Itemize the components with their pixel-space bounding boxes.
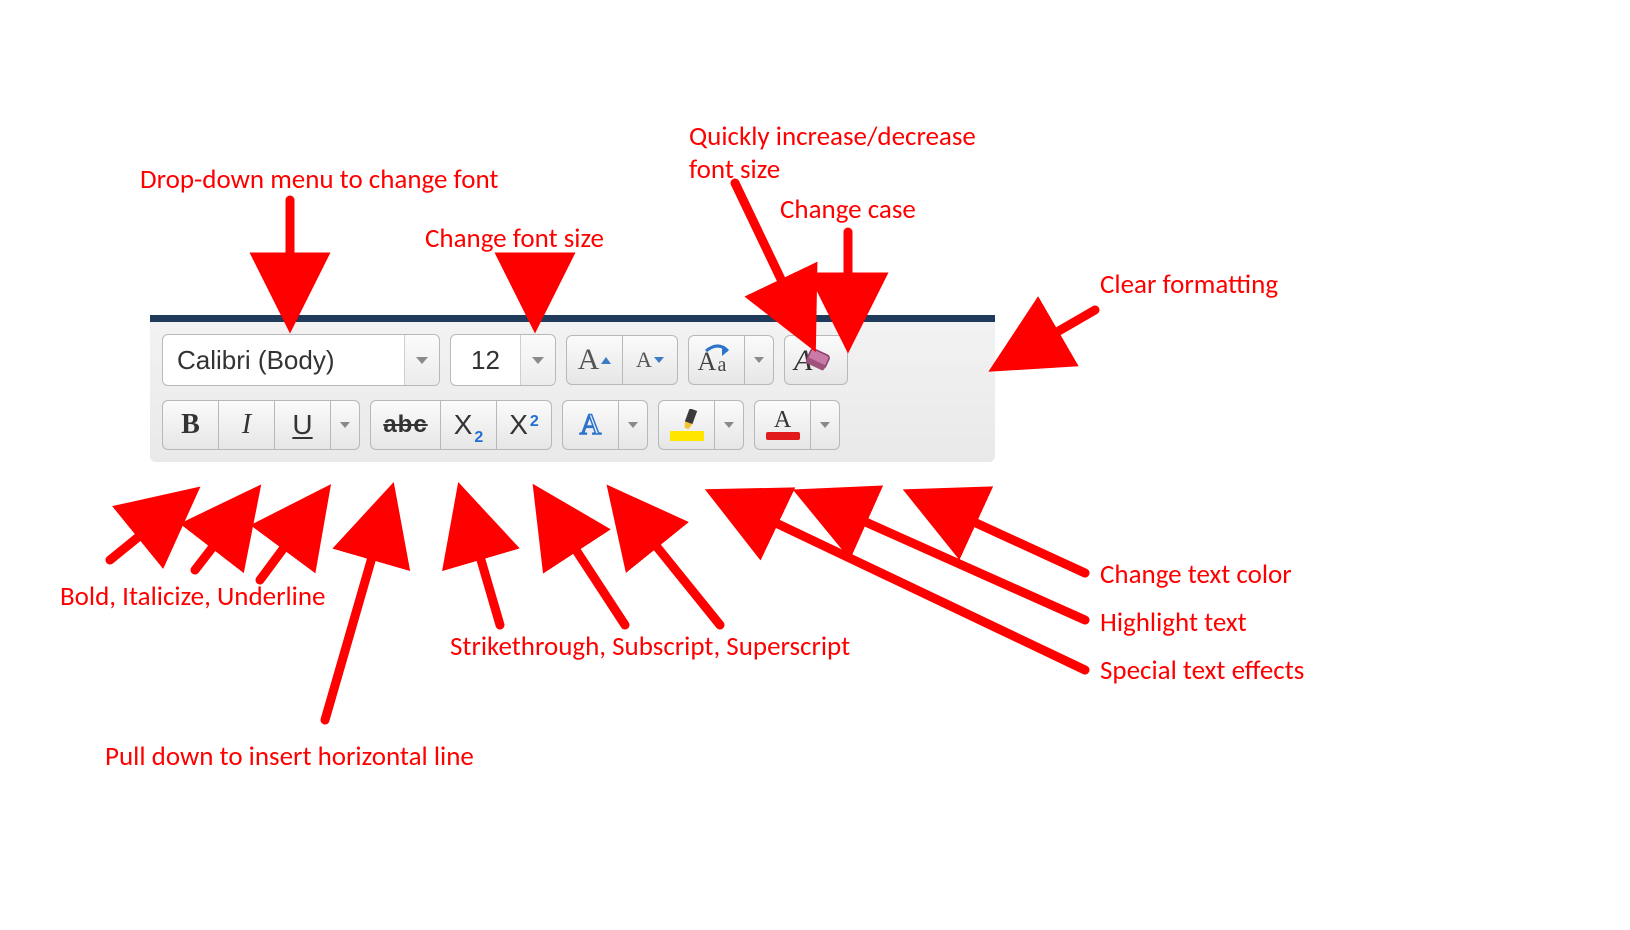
chevron-down-icon [416,357,428,364]
biu-group: B I U [162,400,360,450]
highlight-group [658,400,744,450]
strikethrough-button[interactable]: abc [370,400,440,450]
font-size-dropdown[interactable] [520,335,555,385]
label-hr: Pull down to insert horizontal line [105,740,474,774]
font-toolbar: Calibri (Body) 12 A A [150,315,995,462]
label-highlight: Highlight text [1100,606,1247,640]
label-sss: Strikethrough, Subscript, Superscript [450,630,850,664]
font-size-combo[interactable]: 12 [450,334,556,386]
label-change-case: Change case [780,193,916,227]
label-grow-shrink-l2: font size [689,153,780,187]
text-effects-group: A [562,400,648,450]
label-font-dropdown: Drop-down menu to change font [140,163,498,197]
superscript-icon: X2 [509,411,539,439]
italic-icon: I [242,411,251,439]
font-color-dropdown[interactable] [810,400,840,450]
highlight-button[interactable] [658,400,714,450]
chevron-down-icon [532,357,544,364]
label-text-color: Change text color [1100,558,1292,592]
grow-font-button[interactable]: A [566,335,622,385]
chevron-down-icon [628,422,638,428]
underline-icon: U [292,411,312,439]
label-grow-shrink-l1: Quickly increase/decrease [689,120,976,154]
change-case-group: Aa [688,335,774,385]
text-effects-dropdown[interactable] [618,400,648,450]
subscript-button[interactable]: X2 [440,400,496,450]
change-case-button[interactable]: Aa [688,335,744,385]
grow-font-icon: A [578,343,612,377]
chevron-down-icon [820,422,830,428]
subscript-icon: X2 [454,411,484,439]
chevron-down-icon [754,357,764,363]
text-effects-button[interactable]: A [562,400,618,450]
highlight-icon [670,409,704,441]
highlight-swatch [670,431,704,441]
diagram-stage: Calibri (Body) 12 A A [0,0,1630,930]
label-effects: Special text effects [1100,654,1304,688]
clear-formatting-icon: A [794,342,838,378]
strike-sub-sup-group: abc X2 X2 [370,400,552,450]
font-color-icon: A [766,408,800,442]
shrink-font-button[interactable]: A [622,335,678,385]
shrink-font-icon: A [636,347,664,373]
text-effects-icon: A [580,408,602,442]
grow-shrink-group: A A [566,335,678,385]
underline-dropdown[interactable] [330,400,360,450]
font-name-value: Calibri (Body) [163,335,404,385]
highlight-dropdown[interactable] [714,400,744,450]
chevron-down-icon [724,422,734,428]
label-clear-fmt: Clear formatting [1100,268,1278,302]
label-biu: Bold, Italicize, Underline [60,580,326,614]
bold-button[interactable]: B [162,400,218,450]
clear-formatting-button[interactable]: A [784,335,848,385]
chevron-down-icon [340,422,350,428]
toolbar-row-1: Calibri (Body) 12 A A [162,334,983,386]
superscript-button[interactable]: X2 [496,400,552,450]
change-case-icon: Aa [696,343,738,377]
strikethrough-icon: abc [383,413,427,437]
underline-button[interactable]: U [274,400,330,450]
change-case-dropdown[interactable] [744,335,774,385]
font-color-button[interactable]: A [754,400,810,450]
label-font-size: Change font size [425,222,604,256]
font-name-dropdown[interactable] [404,335,439,385]
italic-button[interactable]: I [218,400,274,450]
font-color-group: A [754,400,840,450]
font-size-value: 12 [451,335,520,385]
font-color-swatch [766,432,800,440]
toolbar-row-2: B I U abc X2 X2 A [162,400,983,450]
font-name-combo[interactable]: Calibri (Body) [162,334,440,386]
bold-icon: B [181,411,200,439]
